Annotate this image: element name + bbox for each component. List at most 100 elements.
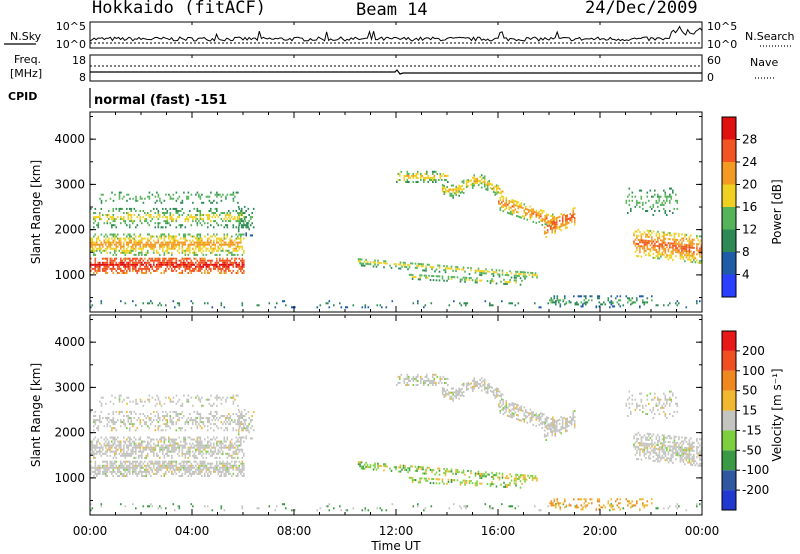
power-cell — [464, 276, 466, 279]
velocity-cell — [172, 410, 175, 413]
power-cell — [450, 276, 453, 278]
power-cell — [513, 203, 515, 206]
velocity-cell — [531, 419, 533, 422]
power-cell — [184, 220, 187, 223]
velocity-cell — [399, 375, 401, 378]
power-cell — [120, 247, 122, 250]
power-cell — [468, 279, 471, 281]
power-cell — [414, 262, 417, 265]
velocity-cell — [108, 440, 110, 443]
power-cell — [636, 246, 638, 249]
velocity-cell — [192, 442, 194, 445]
power-cell — [519, 271, 522, 274]
power-cell — [169, 247, 172, 250]
power-cell — [423, 176, 425, 179]
power-cell — [181, 269, 184, 272]
power-cell — [470, 179, 472, 182]
noise-tick-top-right: 10^5 — [707, 20, 737, 33]
power-cell — [123, 216, 125, 219]
power-cell — [222, 243, 224, 246]
power-cell — [561, 224, 564, 227]
velocity-cell — [154, 460, 157, 463]
velocity-cell — [519, 408, 521, 411]
velocity-cell — [190, 396, 193, 399]
power-cell — [183, 257, 185, 260]
power-cell — [673, 232, 676, 235]
velocity-cell — [219, 475, 221, 477]
velocity-cell — [538, 423, 541, 426]
power-cell — [655, 244, 658, 247]
velocity-cell — [157, 462, 160, 465]
power-cell — [174, 261, 176, 264]
velocity-cell — [108, 466, 110, 469]
power-cell — [491, 187, 493, 190]
velocity-cell — [159, 419, 161, 422]
power-cell — [652, 205, 655, 208]
power-cell — [573, 217, 576, 220]
power-cell — [566, 214, 568, 217]
power-cell — [691, 238, 694, 241]
power-cell — [554, 230, 556, 232]
power-cell — [177, 197, 179, 200]
power-cell — [213, 243, 215, 246]
velocity-cell — [213, 442, 215, 445]
power-cell — [364, 306, 367, 309]
power-cell — [205, 267, 208, 270]
power-cell — [439, 174, 442, 177]
power-cell — [444, 267, 447, 270]
power-cell — [492, 273, 495, 275]
power-cell — [503, 278, 505, 281]
power-cell — [127, 245, 130, 248]
power-cell — [248, 220, 250, 223]
power-cell — [238, 220, 241, 223]
velocity-cell — [151, 438, 154, 441]
power-cell — [664, 247, 667, 250]
velocity-cell — [133, 417, 136, 419]
power-cell — [249, 234, 252, 237]
velocity-cell — [162, 466, 164, 469]
power-cell — [226, 235, 229, 238]
velocity-cell — [150, 438, 152, 441]
velocity-cell — [165, 410, 167, 413]
power-cell — [138, 235, 140, 238]
power-cell — [646, 244, 649, 246]
velocity-cell — [121, 475, 124, 477]
velocity-cell — [232, 464, 235, 467]
power-cell — [130, 241, 133, 244]
velocity-cell — [508, 409, 511, 412]
power-cell — [126, 243, 128, 246]
power-cell — [172, 239, 175, 242]
power-cell — [202, 214, 205, 216]
power-cell — [495, 271, 498, 274]
velocity-cell — [486, 392, 489, 395]
power-cell — [455, 185, 457, 188]
power-cell — [196, 265, 199, 268]
power-cell — [226, 249, 229, 252]
velocity-cell — [235, 468, 238, 471]
velocity-cell — [102, 470, 104, 473]
power-cell — [135, 210, 137, 212]
velocity-cell — [205, 398, 208, 401]
power-cell — [676, 300, 679, 303]
power-cell — [676, 207, 679, 210]
power-cell — [443, 191, 445, 193]
velocity-cell — [181, 472, 184, 475]
power-cell — [108, 245, 110, 248]
power-cell — [126, 247, 128, 250]
velocity-cell — [141, 456, 143, 459]
velocity-cell — [157, 454, 160, 457]
velocity-cell — [94, 410, 97, 413]
power-cell — [564, 223, 567, 226]
velocity-cell — [426, 373, 428, 376]
velocity-cell — [123, 419, 125, 422]
velocity-cell — [105, 460, 107, 463]
power-cell — [118, 210, 121, 212]
velocity-cell — [412, 379, 415, 382]
power-cell — [685, 254, 688, 257]
power-cell — [661, 201, 664, 204]
power-cell — [658, 199, 661, 202]
velocity-cell — [211, 404, 214, 407]
velocity-cell — [163, 460, 166, 463]
power-cell — [127, 216, 130, 219]
